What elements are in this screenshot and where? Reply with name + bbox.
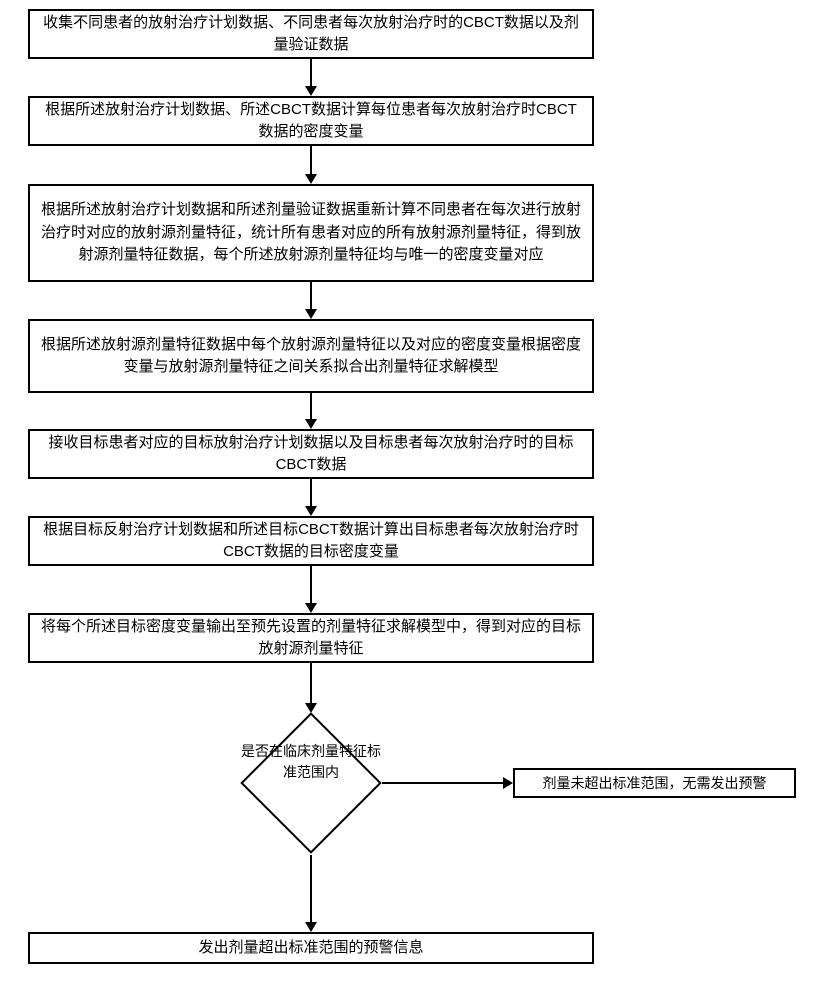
step-text: 发出剂量超出标准范围的预警信息 [198,937,423,960]
step-text: 根据所述放射治疗计划数据、所述CBCT数据计算每位患者每次放射治疗时CBCT数据… [40,99,582,144]
arrow-connector [310,663,312,703]
step-text: 剂量未超出标准范围，无需发出预警 [543,773,767,794]
flowchart-container: 收集不同患者的放射治疗计划数据、不同患者每次放射治疗时的CBCT数据以及剂量验证… [0,0,828,1000]
step-text: 根据所述放射治疗计划数据和所述剂量验证数据重新计算不同患者在每次进行放射治疗时对… [40,199,582,267]
arrow-head [305,506,317,516]
arrow-connector [310,393,312,419]
step-recalculate-features: 根据所述放射治疗计划数据和所述剂量验证数据重新计算不同患者在每次进行放射治疗时对… [28,184,594,282]
arrow-connector [310,282,312,309]
step-text: 根据目标反射治疗计划数据和所述目标CBCT数据计算出目标患者每次放射治疗时CBC… [40,519,582,564]
step-text: 接收目标患者对应的目标放射治疗计划数据以及目标患者每次放射治疗时的目标CBCT数… [40,432,582,477]
step-compute-target-density: 根据目标反射治疗计划数据和所述目标CBCT数据计算出目标患者每次放射治疗时CBC… [28,516,594,566]
arrow-head [305,86,317,96]
step-no-warning: 剂量未超出标准范围，无需发出预警 [513,768,796,798]
step-receive-target: 接收目标患者对应的目标放射治疗计划数据以及目标患者每次放射治疗时的目标CBCT数… [28,429,594,479]
step-output-model: 将每个所述目标密度变量输出至预先设置的剂量特征求解模型中，得到对应的目标放射源剂… [28,613,594,663]
decision-in-range [240,712,381,853]
arrow-head [305,309,317,319]
arrow-connector [382,782,503,784]
arrow-connector [310,479,312,506]
step-fit-model: 根据所述放射源剂量特征数据中每个放射源剂量特征以及对应的密度变量根据密度变量与放… [28,319,594,393]
step-compute-density: 根据所述放射治疗计划数据、所述CBCT数据计算每位患者每次放射治疗时CBCT数据… [28,96,594,146]
step-emit-warning: 发出剂量超出标准范围的预警信息 [28,932,594,964]
arrow-head [305,603,317,613]
arrow-head [305,419,317,429]
arrow-connector [310,59,312,86]
step-text: 收集不同患者的放射治疗计划数据、不同患者每次放射治疗时的CBCT数据以及剂量验证… [40,12,582,57]
arrow-connector [310,855,312,922]
arrow-connector [310,566,312,603]
step-collect-data: 收集不同患者的放射治疗计划数据、不同患者每次放射治疗时的CBCT数据以及剂量验证… [28,9,594,59]
arrow-head [503,777,513,789]
arrow-connector [310,146,312,174]
step-text: 根据所述放射源剂量特征数据中每个放射源剂量特征以及对应的密度变量根据密度变量与放… [40,334,582,379]
arrow-head [305,922,317,932]
step-text: 将每个所述目标密度变量输出至预先设置的剂量特征求解模型中，得到对应的目标放射源剂… [40,616,582,661]
arrow-head [305,174,317,184]
